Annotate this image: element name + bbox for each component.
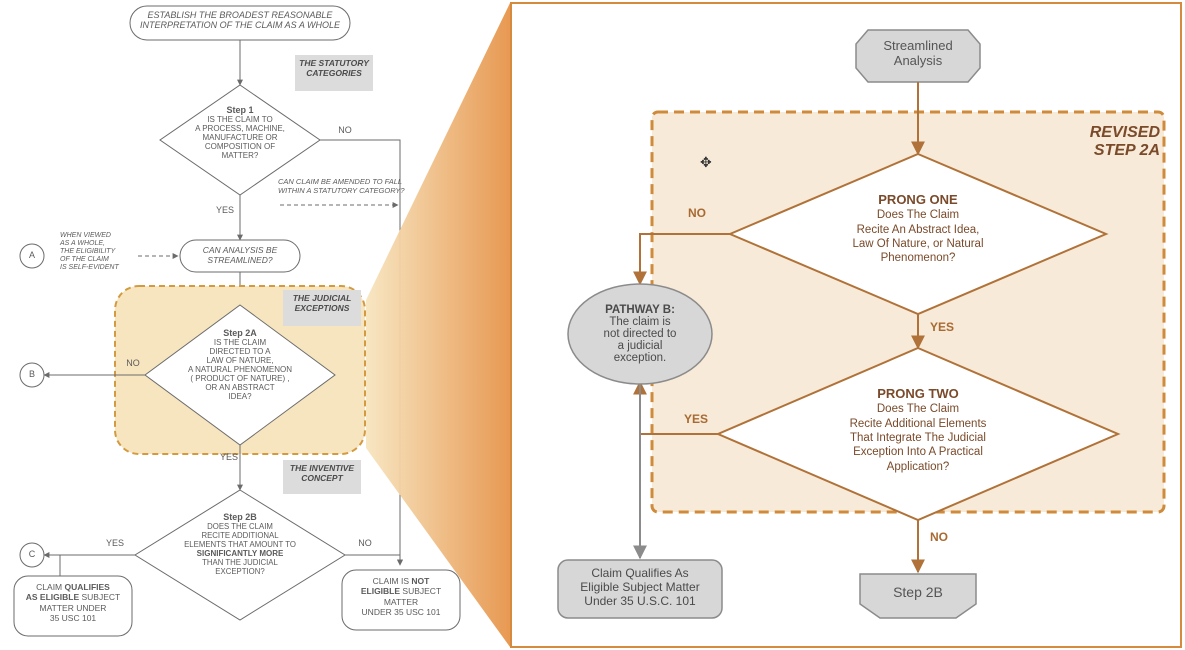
claim-qualifies-text: Claim Qualifies As Eligible Subject Matt…: [562, 566, 718, 608]
streamlined-analysis-text: Streamlined Analysis: [866, 38, 970, 68]
pathway-b-text: PATHWAY B: The claim is not directed to …: [576, 304, 704, 364]
prong-one-yes-label: YES: [930, 320, 954, 334]
prong-two-no-label: NO: [930, 530, 948, 544]
prong-one-no-label: NO: [688, 206, 706, 220]
prong-two-yes-label: YES: [684, 412, 708, 426]
prong-one-text: PRONG ONE Does The Claim Recite An Abstr…: [808, 192, 1028, 266]
prong-two-text: PRONG TWO Does The Claim Recite Addition…: [800, 386, 1036, 474]
move-cursor-icon: ✥: [700, 154, 712, 171]
revised-step2a-label: REVISED STEP 2A: [1050, 124, 1160, 160]
step2b-text-right: Step 2B: [866, 584, 970, 600]
